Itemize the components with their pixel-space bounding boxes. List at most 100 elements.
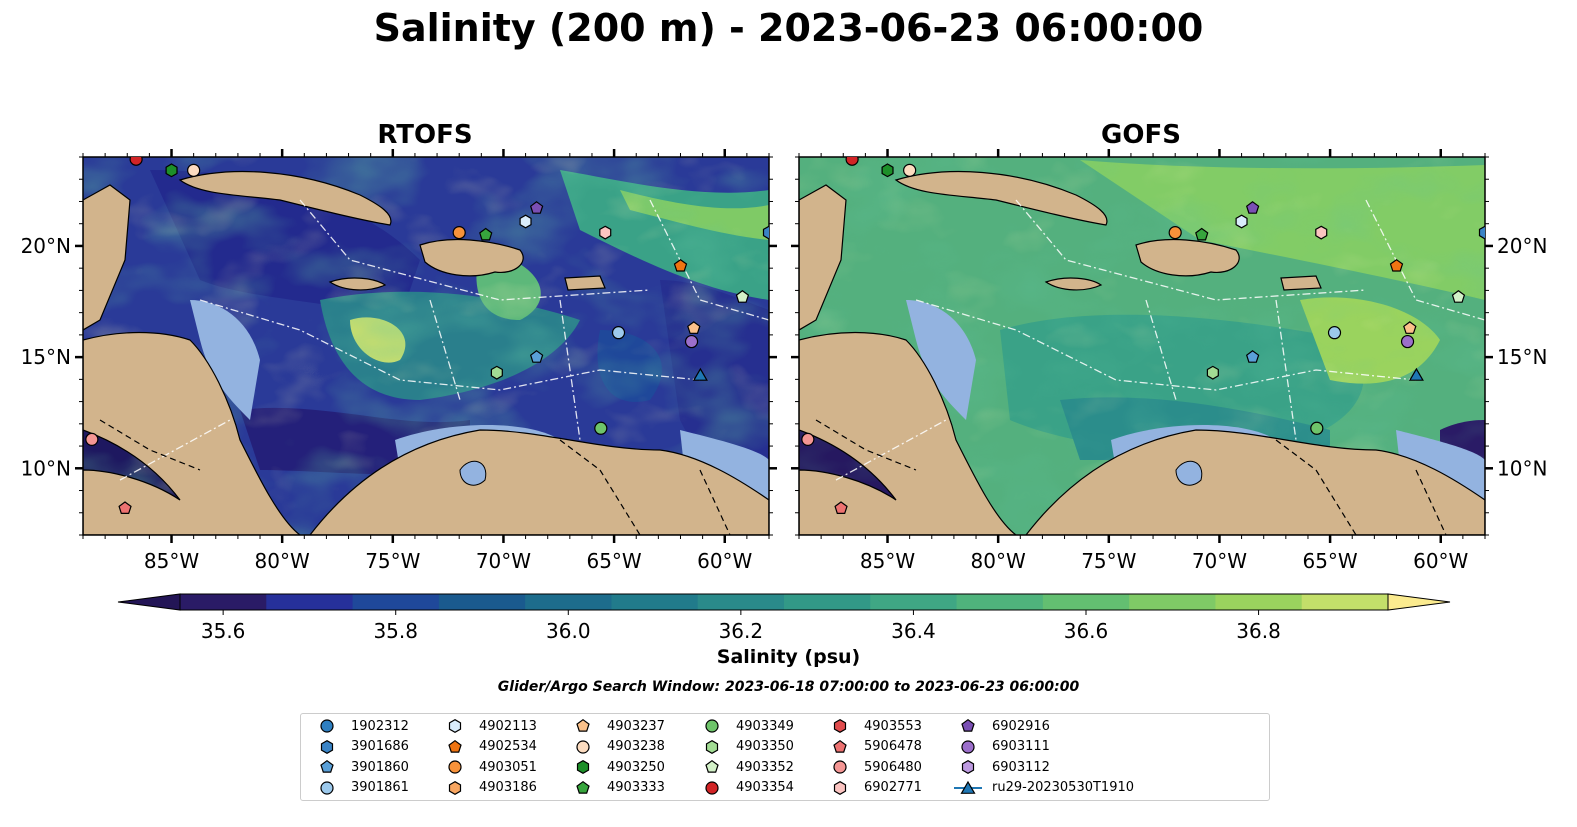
legend-item: 3901860 xyxy=(313,757,409,777)
panel-frame-rtofs xyxy=(82,156,770,536)
colorbar-segment xyxy=(266,594,354,610)
float-marker-4903051 xyxy=(452,226,466,240)
float-marker-4903354 xyxy=(129,157,143,166)
search-window-text: Glider/Argo Search Window: 2023-06-18 07… xyxy=(497,679,1080,695)
legend-marker xyxy=(576,739,590,754)
colorbar: 35.6 35.8 36.0 36.2 36.4 36.6 36.8 xyxy=(117,593,1451,643)
lon-tick-label: 85°W xyxy=(144,549,199,573)
legend-marker-icon xyxy=(833,719,847,733)
lon-tick-label: 75°W xyxy=(365,549,420,573)
colorbar-tick-label: 35.8 xyxy=(373,619,418,643)
float-marker-3901861 xyxy=(611,326,626,340)
legend-label: 5906478 xyxy=(864,739,922,754)
float-marker-4903250 xyxy=(881,163,894,178)
legend-marker-icon xyxy=(576,739,590,754)
legend-label: 6903112 xyxy=(992,759,1050,775)
legend-marker xyxy=(448,739,462,753)
float-marker-4903333 xyxy=(1195,227,1209,241)
legend-marker-icon xyxy=(320,719,334,733)
legend-marker-icon xyxy=(954,780,982,794)
legend-item: 3901686 xyxy=(313,737,409,757)
lat-tick-label: 15°N xyxy=(1497,345,1547,369)
legend-marker-icon xyxy=(576,760,590,774)
legend-item: 4903051 xyxy=(441,757,537,777)
float-marker-4903350 xyxy=(1206,365,1219,380)
legend-label: 6902771 xyxy=(864,780,922,795)
legend: 1902312 3901686 3901860 3901861 4902113 49025… xyxy=(300,713,1270,801)
legend-marker-icon xyxy=(961,718,975,732)
legend-marker xyxy=(448,719,462,733)
legend-label: 4903354 xyxy=(736,780,794,795)
legend-marker xyxy=(961,760,975,774)
legend-label: 4903350 xyxy=(736,739,794,754)
legend-marker xyxy=(320,719,334,733)
float-marker-ru29-20230530T1910 xyxy=(692,367,708,381)
legend-item: 4903352 xyxy=(698,757,794,777)
legend-item: 4903553 xyxy=(826,716,922,736)
legend-marker-icon xyxy=(833,780,847,795)
float-marker-4903237 xyxy=(1403,321,1417,334)
legend-item: 6902771 xyxy=(826,778,922,798)
colorbar-segment xyxy=(956,594,1044,610)
legend-marker xyxy=(448,760,462,774)
legend-marker xyxy=(576,718,590,732)
colorbar-tick-label: 35.6 xyxy=(201,619,246,643)
colorbar-segment xyxy=(1215,594,1303,610)
legend-item: 4903333 xyxy=(569,778,665,798)
float-marker-3901861 xyxy=(1327,326,1342,340)
legend-item: ru29-20230530T1910 xyxy=(954,778,1134,798)
colorbar-segment xyxy=(1301,594,1389,610)
colorbar-segment xyxy=(180,594,267,610)
float-marker-3901860 xyxy=(1245,350,1260,363)
legend-item: 4903349 xyxy=(698,716,794,736)
legend-label: 4903553 xyxy=(864,718,922,734)
lat-tick-label: 20°N xyxy=(1497,234,1547,258)
float-marker-4903350 xyxy=(490,365,503,380)
legend-label: 4903333 xyxy=(607,780,665,795)
float-marker-4903250 xyxy=(165,163,178,178)
colorbar-segment xyxy=(697,594,785,610)
legend-marker-icon xyxy=(705,780,719,795)
legend-label: 3901861 xyxy=(351,780,409,795)
lon-tick-label: 75°W xyxy=(1081,549,1136,573)
legend-label: 1902312 xyxy=(351,718,409,734)
float-marker-4902534 xyxy=(1389,258,1404,272)
legend-item: 4903237 xyxy=(569,716,665,736)
float-markers xyxy=(85,157,1485,515)
float-marker-4902113 xyxy=(519,214,532,229)
float-marker-4903238 xyxy=(903,163,917,177)
colorbar-segment xyxy=(352,594,440,610)
legend-marker-icon xyxy=(705,719,719,733)
panel-title-rtofs: RTOFS xyxy=(377,120,473,150)
lon-tick-label: 60°W xyxy=(1413,549,1468,573)
colorbar-tick-label: 36.2 xyxy=(719,619,764,643)
legend-marker-icon xyxy=(448,739,462,753)
legend-label: 4903250 xyxy=(607,759,665,775)
colorbar-tick-label: 36.4 xyxy=(891,619,936,643)
float-marker-4903237 xyxy=(687,321,701,334)
legend-label: ru29-20230530T1910 xyxy=(992,780,1135,795)
legend-item: 5906478 xyxy=(826,737,922,757)
float-marker-5906480 xyxy=(801,432,815,446)
legend-label: 4903186 xyxy=(479,780,537,795)
legend-marker-icon xyxy=(320,759,334,773)
map-panel-gofs xyxy=(799,157,1485,535)
legend-marker-icon xyxy=(705,759,719,773)
float-marker-6902771 xyxy=(599,225,612,240)
lon-tick-label: 85°W xyxy=(860,549,915,573)
float-marker-6902916 xyxy=(529,201,544,214)
colorbar-label: Salinity (psu) xyxy=(716,646,861,668)
lon-tick-label: 60°W xyxy=(697,549,752,573)
legend-marker-icon xyxy=(448,760,462,774)
lon-tick-label: 80°W xyxy=(971,549,1026,573)
float-marker-3901860 xyxy=(529,350,544,363)
float-marker-4903333 xyxy=(479,227,493,241)
legend-marker-icon xyxy=(961,760,975,774)
lon-tick-label: 65°W xyxy=(1302,549,1357,573)
legend-label: 5906480 xyxy=(864,759,922,775)
legend-label: 4902534 xyxy=(479,739,537,754)
legend-label: 4903238 xyxy=(607,739,665,754)
legend-marker-icon xyxy=(320,739,334,754)
float-marker-4903352 xyxy=(735,290,750,303)
figure-title: Salinity (200 m) - 2023-06-23 06:00:00 xyxy=(373,6,1204,50)
